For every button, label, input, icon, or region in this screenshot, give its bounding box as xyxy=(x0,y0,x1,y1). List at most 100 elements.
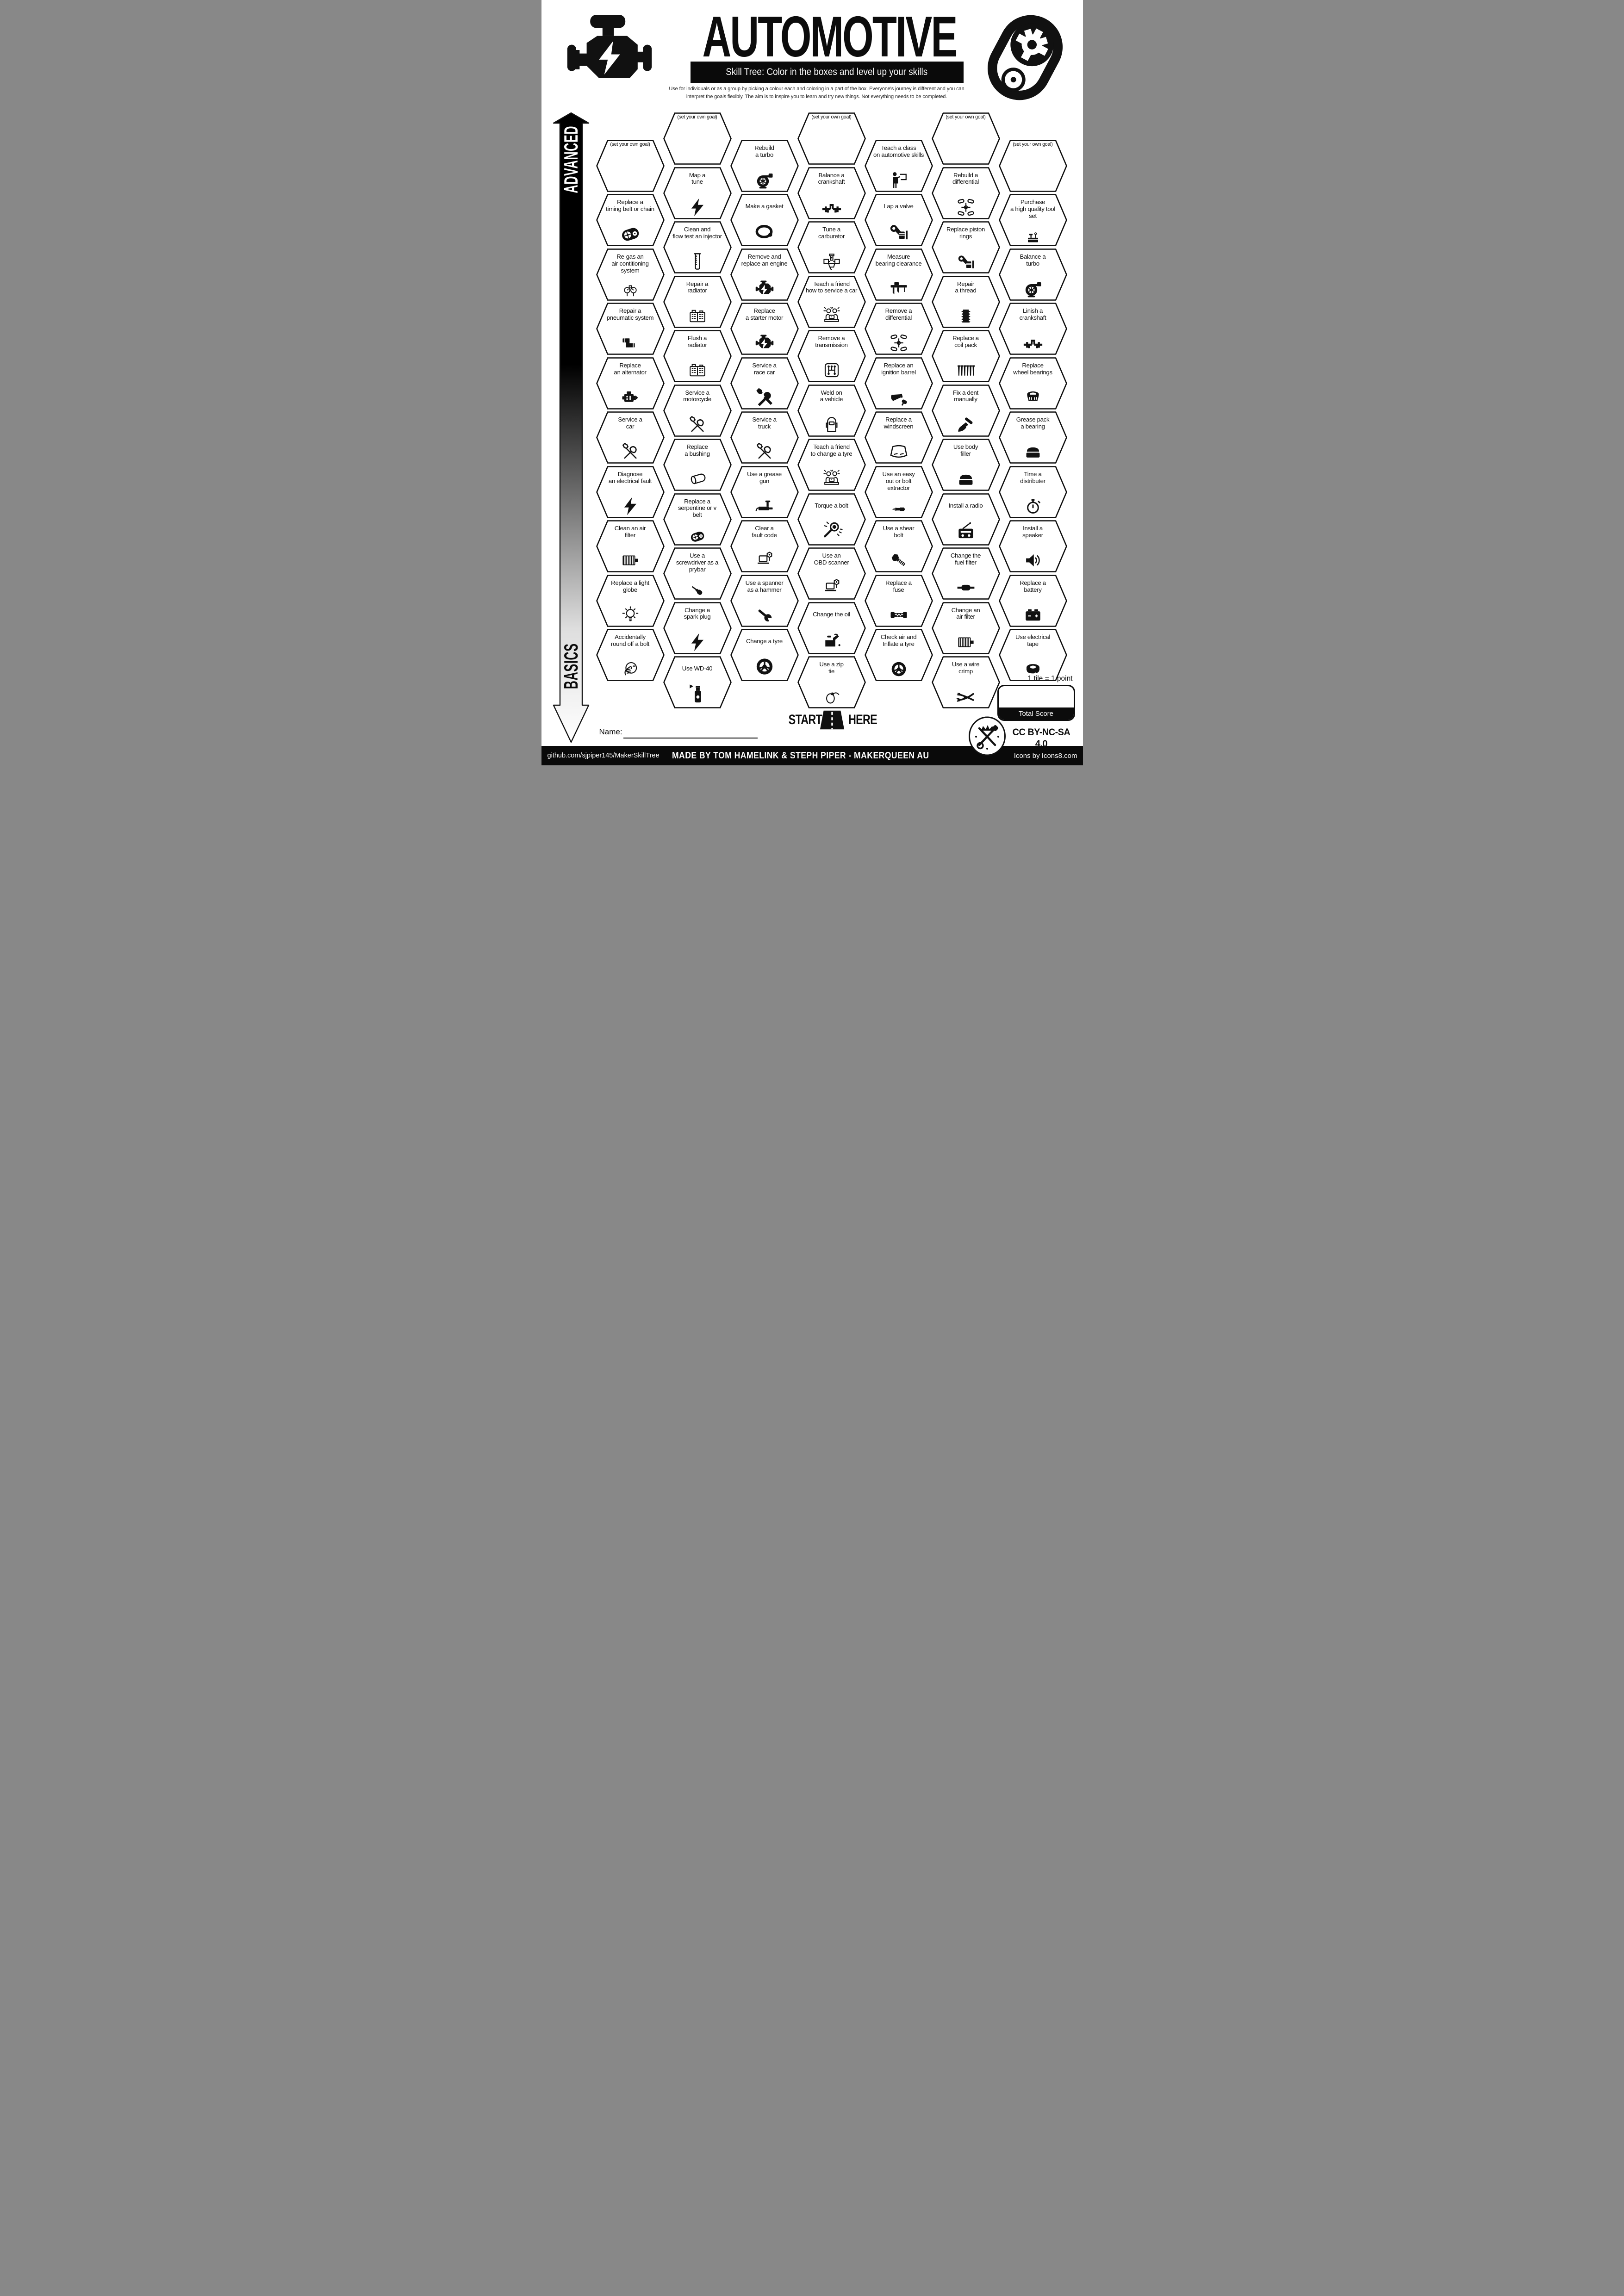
skill-label: Clean and flow test an injector xyxy=(672,226,722,240)
skill-hex-set-your-own-goal[interactable]: (set your own goal) xyxy=(931,112,1000,165)
skill-hex-replace-piston-rings[interactable]: Replace piston rings xyxy=(931,221,1000,273)
skill-hex-re-gas-an-air-contitioning-system[interactable]: Re-gas an air contitioning system xyxy=(596,248,665,301)
skill-hex-use-wd-40[interactable]: Use WD-40 xyxy=(663,656,732,708)
skill-hex-change-the-oil[interactable]: Change the oil xyxy=(797,602,866,654)
skill-hex-rebuild-a-turbo[interactable]: Rebuild a turbo xyxy=(730,139,799,192)
skill-hex-teach-a-friend-how-to-service-a-car[interactable]: Teach a friend how to service a car xyxy=(797,275,866,328)
skill-hex-replace-a-fuse[interactable]: Replace a fuse xyxy=(864,574,933,627)
laptop-icon xyxy=(822,578,841,597)
skill-hex-set-your-own-goal[interactable]: (set your own goal) xyxy=(596,139,665,192)
hex-outline xyxy=(596,139,665,192)
skill-hex-use-a-shear-bolt[interactable]: Use a shear bolt xyxy=(864,520,933,573)
skill-hex-use-a-zip-tie[interactable]: Use a zip tie xyxy=(797,656,866,708)
skill-hex-change-the-fuel-filter[interactable]: Change the fuel filter xyxy=(931,547,1000,600)
skill-hex-set-your-own-goal[interactable]: (set your own goal) xyxy=(797,112,866,165)
skill-hex-repair-a-radiator[interactable]: Repair a radiator xyxy=(663,275,732,328)
hex-outline xyxy=(663,602,732,654)
skill-hex-change-a-spark-plug[interactable]: Change a spark plug xyxy=(663,602,732,654)
hex-outline xyxy=(797,167,866,219)
hex-outline xyxy=(663,275,732,328)
total-score-box[interactable]: Total Score xyxy=(997,685,1075,721)
skill-hex-balance-a-turbo[interactable]: Balance a turbo xyxy=(998,248,1067,301)
skill-hex-weld-on-a-vehicle[interactable]: Weld on a vehicle xyxy=(797,384,866,437)
skill-hex-tune-a-carburetor[interactable]: Tune a carburetor xyxy=(797,221,866,273)
skill-hex-replace-a-starter-motor[interactable]: Replace a starter motor xyxy=(730,303,799,355)
greasegun-icon xyxy=(755,496,774,516)
skill-hex-clear-a-fault-code[interactable]: Clear a fault code xyxy=(730,520,799,573)
skill-hex-install-a-speaker[interactable]: Install a speaker xyxy=(998,520,1067,573)
hex-outline xyxy=(998,303,1067,355)
goal-label: (set your own goal) xyxy=(811,114,852,120)
skill-hex-check-air-and-inflate-a-tyre[interactable]: Check air and Inflate a tyre xyxy=(864,629,933,682)
hex-outline xyxy=(596,357,665,410)
hex-outline xyxy=(663,439,732,491)
skill-hex-grease-pack-a-bearing[interactable]: Grease pack a bearing xyxy=(998,411,1067,464)
skill-hex-replace-a-windscreen[interactable]: Replace a windscreen xyxy=(864,411,933,464)
skill-hex-map-a-tune[interactable]: Map a tune xyxy=(663,167,732,219)
footer-icons-credit[interactable]: Icons by Icons8.com xyxy=(1014,751,1077,760)
skill-hex-teach-a-friend-to-change-a-tyre[interactable]: Teach a friend to change a tyre xyxy=(797,439,866,491)
skill-hex-replace-an-alternator[interactable]: Replace an alternator xyxy=(596,357,665,410)
skill-hex-remove-a-transmission[interactable]: Remove a transmission xyxy=(797,330,866,382)
hex-outline xyxy=(998,465,1067,518)
name-label: Name: xyxy=(599,727,622,736)
skill-hex-clean-and-flow-test-an-injector[interactable]: Clean and flow test an injector xyxy=(663,221,732,273)
skill-hex-use-electrical-tape[interactable]: Use electrical tape xyxy=(998,629,1067,682)
skill-hex-use-a-wire-crimp[interactable]: Use a wire crimp xyxy=(931,656,1000,708)
skill-hex-use-body-filler[interactable]: Use body filler xyxy=(931,439,1000,491)
footer-github-url[interactable]: github.com/sjpiper145/MakerSkillTree xyxy=(547,752,660,759)
skill-hex-flush-a-radiator[interactable]: Flush a radiator xyxy=(663,330,732,382)
skill-hex-remove-and-replace-an-engine[interactable]: Remove and replace an engine xyxy=(730,248,799,301)
engine-icon xyxy=(755,279,774,298)
skill-hex-use-a-spanner-as-a-hammer[interactable]: Use a spanner as a hammer xyxy=(730,574,799,627)
hex-outline xyxy=(998,194,1067,247)
skill-label: Diagnose an electrical fault xyxy=(608,470,652,484)
description-line-1: Use for individuals or as a group by pic… xyxy=(669,86,964,92)
skill-label: Install a speaker xyxy=(1022,525,1043,539)
skill-hex-replace-a-light-globe[interactable]: Replace a light globe xyxy=(596,574,665,627)
skill-hex-remove-a-differential[interactable]: Remove a differential xyxy=(864,303,933,355)
skill-hex-accidentally-round-off-a-bolt[interactable]: Accidentally round off a bolt xyxy=(596,629,665,682)
skill-hex-time-a-distributer[interactable]: Time a distributer xyxy=(998,465,1067,518)
skill-hex-service-a-race-car[interactable]: Service a race car xyxy=(730,357,799,410)
skill-hex-fix-a-dent-manually[interactable]: Fix a dent manually xyxy=(931,384,1000,437)
battery-icon xyxy=(1023,605,1043,625)
skill-hex-service-a-truck[interactable]: Service a truck xyxy=(730,411,799,464)
skill-hex-diagnose-an-electrical-fault[interactable]: Diagnose an electrical fault xyxy=(596,465,665,518)
skill-hex-set-your-own-goal[interactable]: (set your own goal) xyxy=(663,112,732,165)
caliper-icon xyxy=(889,279,908,298)
skill-hex-replace-a-serpentine-or-v-belt[interactable]: Replace a serpentine or v belt xyxy=(663,493,732,546)
skill-hex-use-an-easy-out-or-bolt-extractor[interactable]: Use an easy out or bolt extractor xyxy=(864,465,933,518)
skill-hex-set-your-own-goal[interactable]: (set your own goal) xyxy=(998,139,1067,192)
skill-hex-repair-a-thread[interactable]: Repair a thread xyxy=(931,275,1000,328)
skill-hex-use-a-screwdriver-as-a-prybar[interactable]: Use a screwdriver as a prybar xyxy=(663,547,732,600)
description-line-2: interpret the goals flexibly. The aim is… xyxy=(686,94,947,99)
skill-hex-use-a-grease-gun[interactable]: Use a grease gun xyxy=(730,465,799,518)
skill-hex-replace-an-ignition-barrel[interactable]: Replace an ignition barrel xyxy=(864,357,933,410)
skill-hex-replace-a-bushing[interactable]: Replace a bushing xyxy=(663,439,732,491)
skill-hex-service-a-car[interactable]: Service a car xyxy=(596,411,665,464)
skill-hex-repair-a-pneumatic-system[interactable]: Repair a pneumatic system xyxy=(596,303,665,355)
skill-hex-measure-bearing-clearance[interactable]: Measure bearing clearance xyxy=(864,248,933,301)
skill-hex-service-a-motorcycle[interactable]: Service a motorcycle xyxy=(663,384,732,437)
skill-hex-replace-wheel-bearings[interactable]: Replace wheel bearings xyxy=(998,357,1067,410)
skill-hex-linish-a-crankshaft[interactable]: Linish a crankshaft xyxy=(998,303,1067,355)
skill-hex-replace-a-timing-belt-or-chain[interactable]: Replace a timing belt or chain xyxy=(596,194,665,247)
skill-hex-clean-an-air-filter[interactable]: Clean an air filter xyxy=(596,520,665,573)
tub-icon xyxy=(1023,442,1043,461)
skill-hex-purchase-a-high-quality-tool-set[interactable]: Purchase a high quality tool set xyxy=(998,194,1067,247)
skill-hex-rebuild-a-differential[interactable]: Rebuild a differential xyxy=(931,167,1000,219)
skill-label: Measure bearing clearance xyxy=(875,253,922,267)
skill-hex-teach-a-class-on-automotive-skills[interactable]: Teach a class on automotive skills xyxy=(864,139,933,192)
skill-hex-change-an-air-filter[interactable]: Change an air filter xyxy=(931,602,1000,654)
skill-hex-torque-a-bolt[interactable]: Torque a bolt xyxy=(797,493,866,546)
skill-hex-replace-a-coil-pack[interactable]: Replace a coil pack xyxy=(931,330,1000,382)
skill-hex-install-a-radio[interactable]: Install a radio xyxy=(931,493,1000,546)
skill-hex-change-a-tyre[interactable]: Change a tyre xyxy=(730,629,799,682)
skill-hex-balance-a-crankshaft[interactable]: Balance a crankshaft xyxy=(797,167,866,219)
skill-hex-replace-a-battery[interactable]: Replace a battery xyxy=(998,574,1067,627)
hex-outline xyxy=(864,248,933,301)
skill-hex-make-a-gasket[interactable]: Make a gasket xyxy=(730,194,799,247)
skill-hex-lap-a-valve[interactable]: Lap a valve xyxy=(864,194,933,247)
skill-hex-use-an-obd-scanner[interactable]: Use an OBD scanner xyxy=(797,547,866,600)
